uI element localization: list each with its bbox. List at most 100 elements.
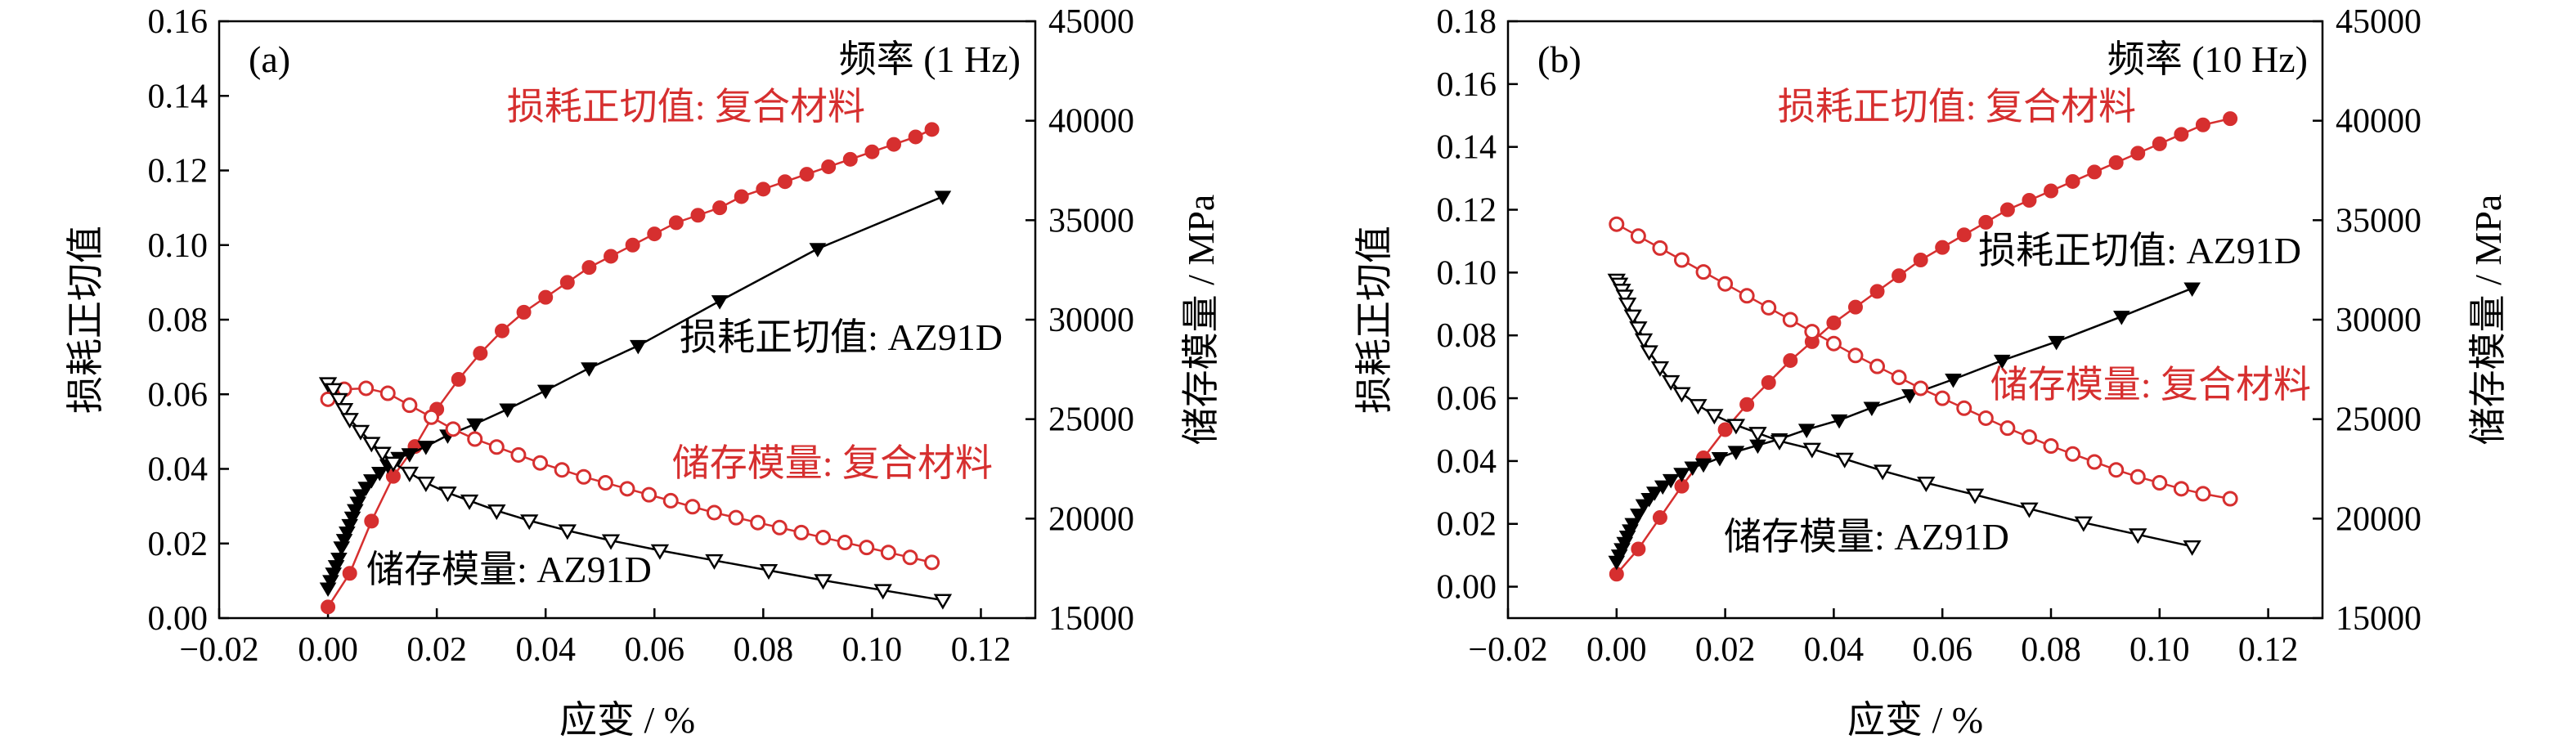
panel-b-series-1-point (1901, 389, 1919, 404)
panel-a-series-2-point (684, 499, 701, 515)
panel-b-series-3-point (2074, 516, 2094, 532)
panel-b-series-0-point (2065, 173, 2080, 189)
panel-a-series-3-point (373, 446, 392, 463)
panel-a-y-tick-label: 0.08 (148, 302, 209, 339)
panel-b-series-2-point (1717, 276, 1734, 292)
panel-b-series-2-point (1652, 240, 1668, 256)
panel-b-series-2-point (1782, 312, 1798, 328)
panel-b-series-3-point (1705, 409, 1724, 425)
panel-a-x-tick-label: 0.06 (625, 631, 685, 669)
panel-b-series-1-point (1727, 446, 1745, 460)
panel-a-y-axis-title: 损耗正切值 (65, 226, 106, 414)
panel-a-series-0-point (538, 289, 554, 305)
panel-b-series-3-point (2129, 528, 2147, 545)
panel-a-y-tick-label: 0.16 (148, 3, 209, 41)
panel-a-series-3-point (400, 466, 420, 482)
panel-a-y2-tick-label: 30000 (1048, 302, 1134, 339)
panel-b-series-2-point (1804, 324, 1820, 340)
panel-a-series-2-point (662, 492, 679, 509)
panel-b-series-0-point (2022, 193, 2037, 208)
panel-b-series-3-point (1618, 297, 1637, 313)
panel-a-series-1-point (536, 384, 554, 400)
panel-b-series-2-point (1999, 420, 2016, 437)
panel-a-series-2-point (467, 431, 483, 447)
panel-a-series-3-point (330, 392, 348, 409)
panel-a-x-axis-title: 应变 / % (559, 699, 695, 741)
panel-a-series-2-point (576, 468, 592, 485)
panel-b-series-1-point (1830, 414, 1848, 429)
panel-b-series-2-point (2021, 429, 2037, 446)
panel-b-x-tick-label: 0.02 (1695, 631, 1756, 669)
panel-b-series-3-point (1917, 476, 1936, 492)
panel-b-series-2-point (1891, 370, 1907, 386)
panel-b-series-2-point (2108, 462, 2125, 478)
panel-a-y-tick-label: 0.00 (148, 600, 209, 638)
panel-a-series-3-point (520, 514, 539, 531)
panel-a-series-3-point (873, 584, 892, 600)
panel-b-series-2-point (2173, 481, 2189, 497)
panel-b-series-1-point (1694, 458, 1712, 473)
panel-a-annotation-1: 损耗正切值: AZ91D (680, 316, 1003, 358)
panel-a-series-0-point (908, 129, 923, 145)
panel-a-series-2-point (859, 540, 875, 556)
panel-b-series-0-point (1999, 202, 2015, 217)
panel-a-series-2-point (837, 535, 853, 551)
panel-a-series-0-point (734, 189, 749, 204)
panel-b-series-1-point (1624, 518, 1642, 533)
panel-b-y-tick-label: 0.08 (1437, 317, 1497, 355)
panel-a-annotation-2: 储存模量: 复合材料 (672, 442, 993, 484)
panel-b-series-2-point (1673, 252, 1690, 268)
panel-b-series-0-point (1892, 268, 1907, 284)
panel-a-series-2-point (880, 545, 896, 561)
panel-b-series-3-point (1835, 452, 1854, 468)
panel-a-series-0-point (821, 159, 837, 174)
panel-a-annotation-3: 储存模量: AZ91D (366, 549, 652, 590)
panel-b-y-tick-label: 0.06 (1437, 380, 1497, 418)
panel-b-series-1-point (1662, 473, 1680, 489)
panel-b-series-1-point (1630, 509, 1647, 523)
panel-b-series-3-point (1802, 442, 1822, 459)
panel-a-y2-tick-label: 15000 (1048, 600, 1134, 638)
panel-b-series-1-point (1645, 486, 1663, 501)
panel-a-series-1-point (362, 474, 380, 489)
panel-a-series-2-point (619, 481, 635, 497)
panel-b-series-1-point (1684, 461, 1702, 477)
panel-b-x-tick-label: 0.06 (1912, 631, 1972, 669)
panel-b-series-3-point (1726, 419, 1746, 435)
panel-b-y-tick-label: 0.16 (1437, 66, 1497, 104)
panel-a-series-1-point (499, 403, 516, 418)
panel-a-series-0-point (321, 599, 336, 615)
panel-b-y2-axis-title: 储存模量 / MPa (2467, 195, 2509, 446)
panel-a-x-tick-label: 0.08 (734, 631, 794, 669)
panel-b-y-tick-label: 0.12 (1437, 192, 1497, 230)
panel-a-series-2-point (793, 524, 810, 540)
panel-a-series-0-point (886, 137, 902, 152)
panel-b-series-1-point (1993, 354, 2011, 370)
panel-a-series-3-point (759, 564, 779, 580)
panel-a-series-3-point (324, 383, 343, 399)
panel-a-series-0-point (451, 372, 466, 387)
panel-a-series-3-point (487, 504, 506, 521)
panel-a-y-tick-label: 0.04 (148, 451, 209, 489)
panel-b-label: (b) (1537, 38, 1582, 80)
panel-b-x-axis-title: 应变 / % (1847, 699, 1983, 741)
panel-a-series-2-point (641, 486, 657, 503)
panel-a-series-0-point (647, 226, 662, 242)
panel-b-x-tick-label: 0.12 (2238, 631, 2299, 669)
panel-a-label: (a) (249, 38, 290, 80)
panel-b-y2-tick-label: 25000 (2336, 401, 2421, 439)
panel-b-series-2-point (2065, 446, 2081, 462)
panel-b-series-2-point (1739, 288, 1755, 304)
panel-b-series-2-point (2086, 454, 2103, 470)
panel-a-annotation-0: 损耗正切值: 复合材料 (507, 86, 865, 128)
panel-a-series-1-point (401, 448, 419, 463)
panel-b-series-2-point (1609, 216, 1625, 232)
panel-b-series-0-point (1956, 227, 1972, 243)
panel-b-series-0-point (1652, 510, 1667, 526)
panel-a-series-0-point (712, 200, 728, 216)
panel-a-series-3-point (362, 437, 381, 453)
panel-b-series-0-point (2130, 146, 2146, 161)
panel-a-series-3-point (438, 486, 457, 503)
panel-b-series-2-point (2222, 491, 2238, 507)
panel-b-y2-tick-label: 35000 (2336, 202, 2421, 240)
